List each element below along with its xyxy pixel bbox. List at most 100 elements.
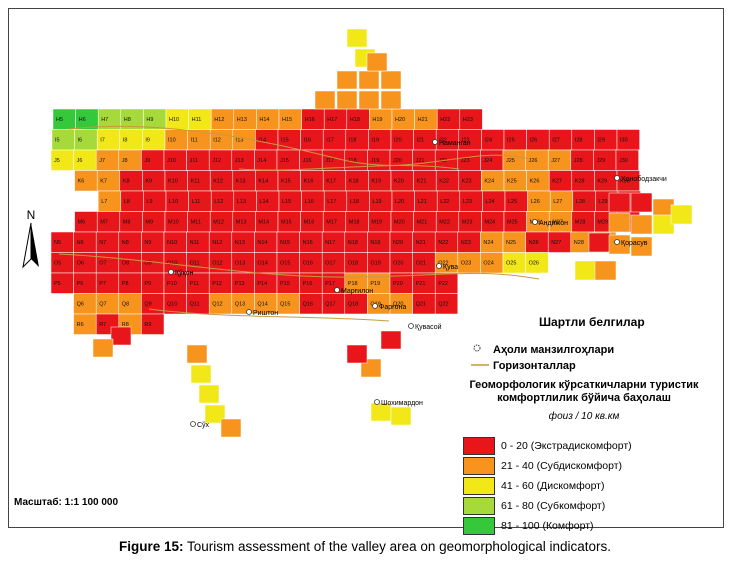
grid-cell-label: N15 [280,240,290,246]
grid-cell-label: N7 [99,240,106,246]
grid-cell-label: P11 [190,281,199,287]
grid-cell-label: I6 [78,138,83,144]
figure-caption: Figure 15: Tourism assessment of the val… [0,539,730,554]
grid-cell-label: J7 [99,158,105,164]
grid-cell [336,70,358,90]
grid-cell [588,232,611,253]
grid-cell-label: Q12 [212,302,222,308]
legend-class-2: 41 - 60 (Дискомфорт) [463,477,605,495]
grid-cell-label: O11 [190,261,200,267]
legend-settlement: Аҳоли манзилгоҳлари [471,343,614,356]
grid-cell [360,358,382,378]
grid-cell-label: L13 [237,199,246,205]
grid-cell-label: K10 [168,179,178,185]
contour-lines [58,125,540,322]
grid-cell [652,214,675,235]
grid-cell-label: I18 [349,138,357,144]
legend-theme: Геоморфологик кўрсаткичларни туристик ко… [459,379,709,405]
grid-cell-label: H8 [124,117,131,123]
caption-number: Figure 15: [119,539,184,554]
grid-cell-label: I11 [191,138,198,144]
grid-cell-label: K30 [620,179,630,185]
grid-cell-label: N5 [54,240,61,246]
grid-cell-label: Q14 [257,302,267,308]
grid-cell-label: H19 [372,117,382,123]
grid-cell-label: I21 [417,138,425,144]
grid-cell [186,344,208,364]
grid-cell-label: N13 [235,240,245,246]
grid-cell-label: P16 [303,281,313,287]
grid-cell-label: J13 [235,158,244,164]
grid-cell-label: Q21 [416,302,426,308]
grid-cell-label: K17 [326,179,336,185]
grid-cell-label: H22 [440,117,450,123]
grid-cell-label: L11 [192,199,201,205]
grid-cell-label: K29 [597,179,607,185]
grid-cell-label: J14 [257,158,266,164]
grid-cell-label: I15 [281,138,289,144]
grid-cell-label: H5 [56,117,63,123]
grid-cell [358,70,380,90]
legend-contour-label: Горизонталлар [493,360,576,372]
grid-cell-label: L22 [440,199,449,205]
grid-cell-label: O20 [393,261,403,267]
grid-cell-label: I29 [597,138,605,144]
grid-cell-label: O6 [77,261,84,267]
grid-cell-label: N17 [325,240,335,246]
grid-cell [141,313,165,335]
grid-cell-label: M18 [349,220,360,226]
grid-cell-label: J21 [416,158,425,164]
place-label: Андижон [539,220,568,227]
grid-cell [608,212,631,233]
contour-line [68,125,530,166]
grid-cell-label: N8 [122,240,129,246]
grid-cell-label: H9 [146,117,153,123]
grid-cell-label: K8 [123,179,130,185]
grid-cell-label: Q15 [280,302,290,308]
grid-cell-label: H12 [214,117,224,123]
grid-cell-label: K13 [236,179,246,185]
grid-cell-label: L10 [169,199,178,205]
grid-cell-label: O17 [325,261,335,267]
grid-cell-label: P10 [167,281,177,287]
grid-cell [630,192,653,213]
grid-cell-label: P12 [212,281,222,287]
grid-cell-label: K15 [281,179,291,185]
grid-cell-label: K28 [575,179,585,185]
grid-cell-label: J6 [77,158,83,164]
grid-cell-label: M28 [575,220,586,226]
grid-cell-label: M11 [191,220,201,226]
grid-cell-label: Q16 [303,302,313,308]
settlement-icon [614,175,620,181]
settlement-icon [190,421,196,427]
swatch-4 [463,517,495,535]
place-label: Риштон [253,310,278,317]
grid-cell-label: L12 [214,199,223,205]
grid-cell [204,404,226,424]
grid-cell-label: J26 [529,158,538,164]
grid-cell-label: M22 [439,220,450,226]
grid-cell-label: N14 [257,240,267,246]
north-arrow: N [22,208,39,269]
grid-cell-label: H23 [463,117,473,123]
grid-cell-label: M8 [123,220,131,226]
grid-cell-label: H16 [305,117,315,123]
legend-title: Шартли белгилар [539,315,645,329]
grid-cell-label: L15 [282,199,291,205]
grid-cell-label: M14 [258,220,269,226]
contour-line [58,253,540,280]
swatch-0 [463,437,495,455]
grid-cell-label: P9 [144,281,151,287]
grid-cell-label: K23 [462,179,472,185]
grid-cell-label: K25 [507,179,517,185]
grid-cell-label: J15 [280,158,289,164]
grid-cell [434,293,459,315]
grid-cell [314,90,336,110]
grid-cell-label: Q17 [325,302,335,308]
grid-cell-label: L27 [553,199,562,205]
grid-cell-label: M21 [417,220,428,226]
north-arrow-icon [31,223,39,267]
grid-cell-label: H14 [259,117,269,123]
grid-cell-label: J30 [619,158,628,164]
settlements: Наманган Андижон Хонободзакчи Қорасув Қува Фа… [168,139,667,429]
